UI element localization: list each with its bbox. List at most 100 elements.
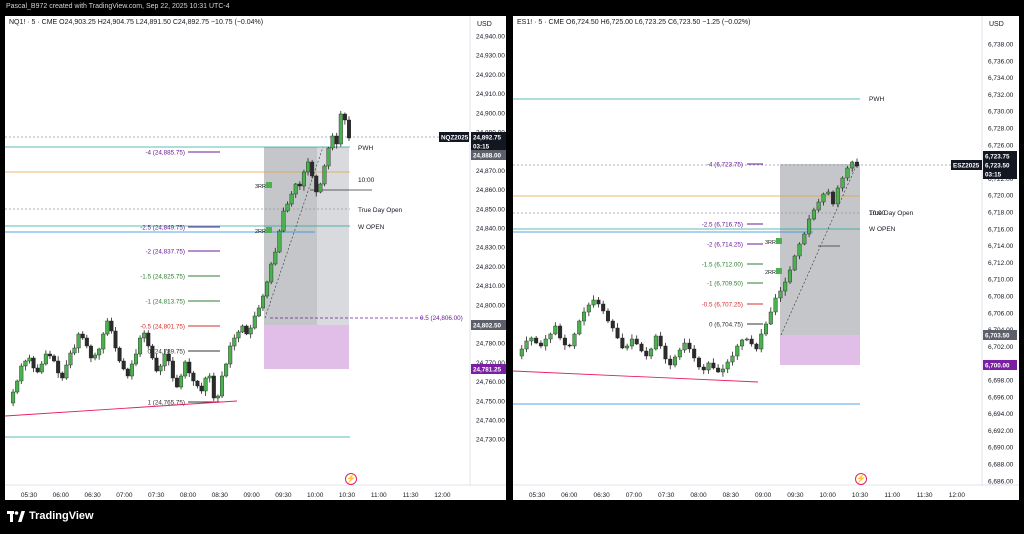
time-tick-label: 10:30 bbox=[339, 492, 356, 499]
candle bbox=[60, 372, 65, 379]
price-tick-label: 6,708.00 bbox=[988, 294, 1014, 301]
price-tick-label: 6,720.00 bbox=[988, 193, 1014, 200]
price-tick-label: 6,732.00 bbox=[988, 92, 1014, 99]
candle bbox=[215, 395, 220, 399]
time-tick-label: 09:30 bbox=[275, 492, 292, 499]
flash-event-icon[interactable]: ⚡ bbox=[345, 473, 357, 485]
price-tick-label: 6,722.00 bbox=[988, 176, 1014, 183]
candle bbox=[816, 201, 821, 211]
price-tick-label: 6,726.00 bbox=[988, 142, 1014, 149]
time-tick-label: 09:00 bbox=[755, 492, 772, 499]
price-tick-label: 24,910.00 bbox=[476, 91, 505, 98]
candle bbox=[787, 269, 792, 283]
candle bbox=[318, 183, 323, 193]
nq-chart-canvas[interactable]: 24,940.00 24,930.00 24,920.00 24,910.00 24,9… bbox=[5, 16, 506, 500]
rr-check bbox=[266, 182, 272, 188]
chart-caption: Pascal_B972 created with TradingView.com… bbox=[6, 3, 230, 10]
candle bbox=[529, 337, 534, 342]
es-chart-panel[interactable]: 6,738.00 6,736.00 6,734.00 6,732.00 6,730.00… bbox=[513, 16, 1019, 500]
tdo-label: True Day Open bbox=[869, 210, 914, 217]
price-tag-bg bbox=[983, 360, 1017, 370]
time-tick-label: 10:00 bbox=[307, 492, 324, 499]
es-currency-label: USD bbox=[989, 21, 1004, 28]
time-tick-label: 10:00 bbox=[820, 492, 837, 499]
candle bbox=[76, 333, 81, 349]
price-tick-label: 6,714.00 bbox=[988, 243, 1014, 250]
time-tick-label: 08:00 bbox=[180, 492, 197, 499]
candle bbox=[68, 352, 73, 366]
wopen-label: W OPEN bbox=[358, 224, 385, 231]
time-tick-label: 07:30 bbox=[658, 492, 675, 499]
time-tick-label: 09:00 bbox=[243, 492, 260, 499]
time-tick-label: 11:30 bbox=[917, 492, 933, 499]
countdown-tag: 03:15 bbox=[985, 172, 1002, 179]
fib-label: -2.5 (6,716.75) bbox=[702, 222, 743, 229]
candle bbox=[47, 353, 52, 357]
countdown-tag: 03:15 bbox=[473, 144, 490, 151]
candle bbox=[649, 348, 654, 357]
candle bbox=[605, 310, 610, 322]
candle bbox=[653, 335, 658, 350]
time-tick-label: 10:30 bbox=[852, 492, 869, 499]
price-tag: 6,703.50 bbox=[985, 333, 1010, 340]
candle bbox=[11, 391, 16, 404]
candle bbox=[807, 218, 812, 235]
price-tag: 24,802.50 bbox=[473, 323, 502, 330]
candle bbox=[150, 345, 155, 359]
gray-zone bbox=[264, 147, 317, 325]
candle bbox=[306, 161, 311, 173]
symbol-tag: ESZ2025 bbox=[953, 163, 980, 170]
time-tick-label: 06:00 bbox=[561, 492, 578, 499]
candle bbox=[187, 361, 192, 374]
nq-chart-panel[interactable]: 24,940.00 24,930.00 24,920.00 24,910.00 24,9… bbox=[5, 16, 506, 500]
price-tick-label: 24,800.00 bbox=[476, 302, 505, 309]
price-tick-label: 24,770.00 bbox=[476, 360, 505, 367]
fib-label: -4 (24,885.75) bbox=[145, 150, 185, 157]
candle bbox=[322, 165, 327, 185]
price-tick-label: 6,710.00 bbox=[988, 277, 1014, 284]
flash-event-icon[interactable]: ⚡ bbox=[855, 473, 867, 485]
time-tick-label: 07:30 bbox=[148, 492, 165, 499]
price-tag-bg bbox=[983, 330, 1017, 340]
candle bbox=[203, 377, 208, 392]
candle bbox=[792, 255, 797, 271]
candle bbox=[248, 327, 253, 335]
candle bbox=[129, 363, 134, 377]
fib-label: -4 (6,723.75) bbox=[707, 162, 743, 169]
tradingview-logo-text: TradingView bbox=[29, 510, 94, 522]
candle bbox=[821, 193, 826, 203]
gray-zone-light bbox=[317, 147, 349, 325]
candle bbox=[716, 367, 721, 373]
fib-label: 0 (24,789.75) bbox=[148, 349, 185, 356]
rr-label: 3RR bbox=[765, 240, 776, 246]
candle bbox=[170, 360, 175, 379]
time-tick-label: 05:30 bbox=[529, 492, 546, 499]
candle bbox=[682, 342, 687, 351]
candle bbox=[538, 342, 543, 347]
last-price-tag-bg bbox=[983, 151, 1017, 161]
candle bbox=[232, 337, 237, 347]
tradingview-logo[interactable]: TradingView bbox=[7, 510, 94, 522]
es-chart-canvas[interactable]: 6,738.00 6,736.00 6,734.00 6,732.00 6,730.00… bbox=[513, 16, 1019, 500]
candle bbox=[677, 349, 682, 358]
candle bbox=[577, 320, 582, 335]
price-tick-label: 6,736.00 bbox=[988, 58, 1014, 65]
price-tick-label: 6,730.00 bbox=[988, 109, 1014, 116]
candle bbox=[195, 380, 200, 387]
price-tick-label: 6,686.00 bbox=[988, 478, 1014, 485]
price-tick-label: 6,706.00 bbox=[988, 310, 1014, 317]
candle bbox=[15, 380, 20, 393]
fib-label: -1.5 (6,712.00) bbox=[702, 262, 743, 269]
price-tick-label: 24,810.00 bbox=[476, 283, 505, 290]
candle bbox=[252, 315, 257, 329]
candle bbox=[80, 333, 85, 339]
candle bbox=[629, 338, 634, 347]
fib-label: 0 (6,704.75) bbox=[709, 322, 743, 329]
time-tick-label: 12:00 bbox=[434, 492, 451, 499]
candle bbox=[301, 171, 306, 187]
candle bbox=[23, 360, 28, 367]
pwh-label: PWH bbox=[358, 145, 373, 152]
candle bbox=[101, 333, 106, 350]
time-tick-label: 11:30 bbox=[403, 492, 419, 499]
candle bbox=[582, 311, 587, 322]
